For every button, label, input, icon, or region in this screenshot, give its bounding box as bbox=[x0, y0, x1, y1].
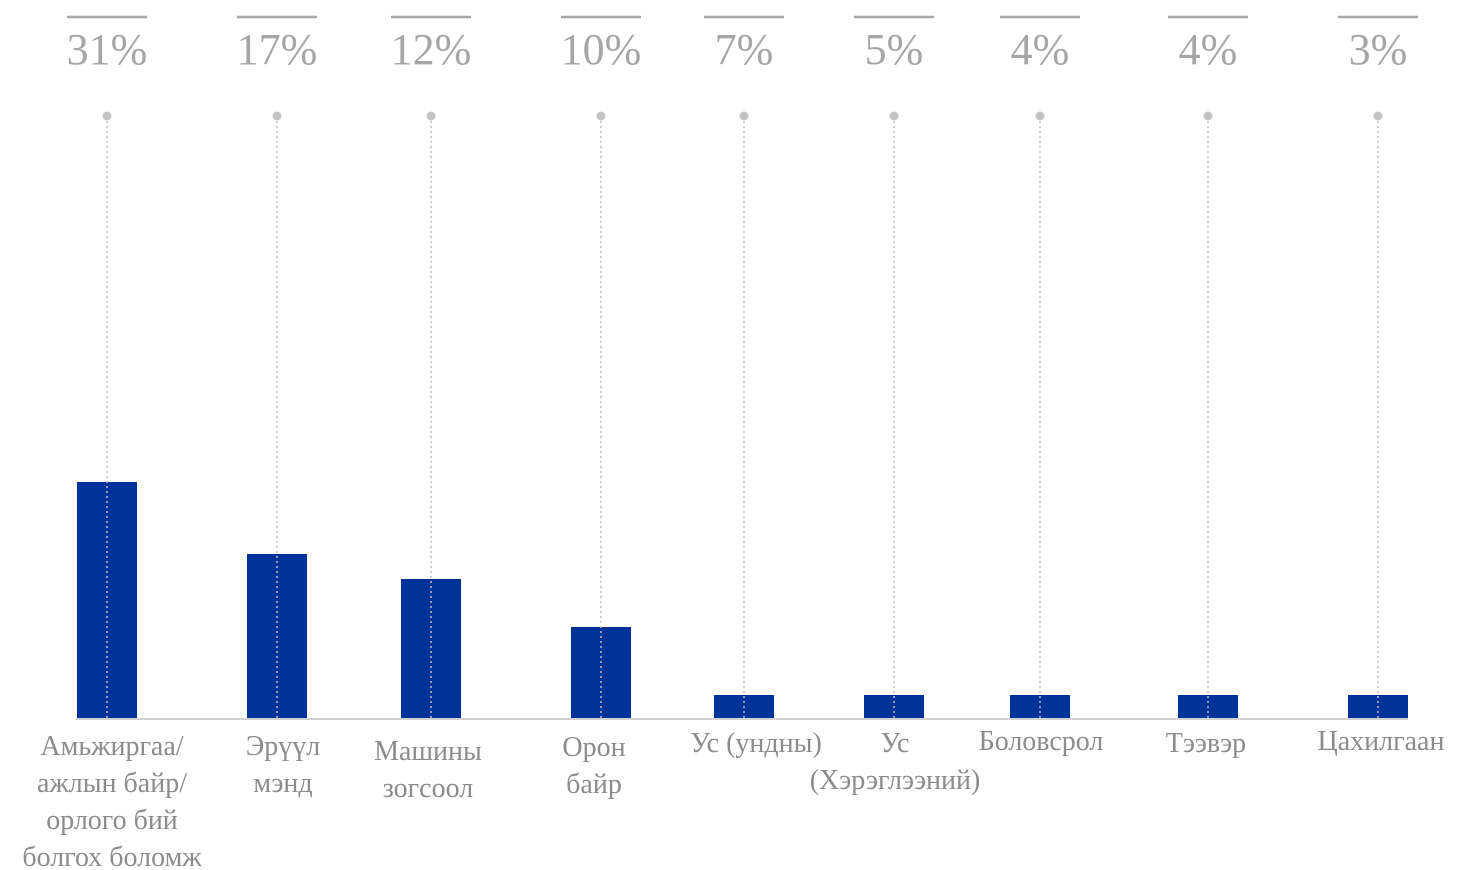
category-label-line: Боловсрол bbox=[979, 726, 1104, 757]
marker-dot bbox=[102, 111, 112, 121]
marker-dot bbox=[1373, 111, 1383, 121]
marker-dot bbox=[739, 111, 749, 121]
category-label: Машины зогсоол bbox=[374, 736, 482, 804]
value-label: 3% bbox=[1349, 25, 1408, 74]
category-label: Ус (Хэрэглээний) bbox=[810, 728, 981, 796]
category-label: Орон байр bbox=[562, 732, 625, 800]
category-label-line: Ус (ундны) bbox=[690, 728, 822, 759]
category-label-line: мэнд bbox=[253, 768, 312, 799]
marker-dot bbox=[596, 111, 606, 121]
value-label: 12% bbox=[391, 25, 472, 74]
category-label-line: Машины bbox=[374, 736, 482, 767]
value-label: 4% bbox=[1011, 25, 1070, 74]
marker-dot bbox=[272, 111, 282, 121]
marker-dot bbox=[1203, 111, 1213, 121]
category-labels: Амьжиргаа/ажлын байр/орлого бий болгох бо… bbox=[22, 726, 1444, 870]
category-label-line: орлого бий bbox=[46, 805, 178, 836]
category-label-line: зогсоол bbox=[383, 773, 473, 804]
category-label-line: байр bbox=[566, 769, 622, 800]
percentage-labels: 31% 17% 12% 10% 7% 5% 4% 4% 3% bbox=[67, 15, 1418, 74]
category-label: Ус (ундны) bbox=[690, 728, 822, 759]
category-label-line: Цахилгаан bbox=[1318, 726, 1445, 757]
category-label-line: Амьжиргаа/ bbox=[40, 731, 183, 762]
category-label-line: Орон bbox=[562, 732, 625, 763]
category-label: Цахилгаан bbox=[1318, 726, 1445, 757]
dotted-markers bbox=[102, 111, 1383, 719]
category-label-line: (Хэрэглээний) bbox=[810, 765, 981, 796]
category-label-line: Эрүүл bbox=[246, 731, 320, 762]
category-label: Тээвэр bbox=[1166, 728, 1246, 759]
category-label-line: Ус bbox=[881, 728, 910, 759]
category-label-line: ажлын байр/ bbox=[37, 768, 187, 799]
value-label: 4% bbox=[1179, 25, 1238, 74]
value-label: 7% bbox=[715, 25, 774, 74]
marker-dot bbox=[1035, 111, 1045, 121]
category-label: Амьжиргаа/ажлын байр/орлого бий болгох бо… bbox=[22, 731, 202, 870]
value-label: 17% bbox=[237, 25, 318, 74]
category-label-line: болгох боломж bbox=[22, 842, 202, 870]
category-label: Боловсрол bbox=[979, 726, 1104, 757]
value-label: 5% bbox=[865, 25, 924, 74]
value-label: 10% bbox=[561, 25, 642, 74]
category-label-line: Тээвэр bbox=[1166, 728, 1246, 759]
value-label: 31% bbox=[67, 25, 148, 74]
category-label: Эрүүл мэнд bbox=[246, 731, 320, 799]
marker-dot bbox=[889, 111, 899, 121]
marker-dot bbox=[426, 111, 436, 121]
